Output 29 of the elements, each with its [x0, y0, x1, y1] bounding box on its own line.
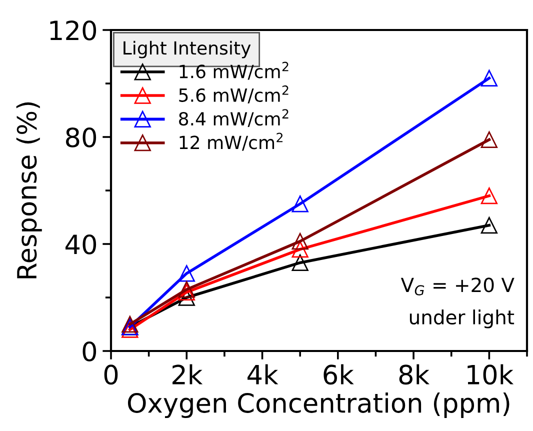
point: [480, 188, 498, 204]
y-axis-title: Response (%): [16, 102, 42, 278]
x-tick-label: 10k: [468, 364, 514, 385]
x-axis-title: Oxygen Concentration (ppm): [128, 392, 510, 418]
point: [292, 254, 308, 272]
y-tick-label: 80: [66, 127, 96, 148]
y-tick-label: 120: [50, 20, 96, 40]
y-tick-label: 0: [82, 341, 96, 362]
legend-label: 8.4 mW/cm$^{2}$: [179, 109, 288, 128]
annotation: V$_{G}$ = +20 V: [400, 278, 514, 296]
x-tick-label: 2k: [172, 364, 203, 384]
x-tick-label: 4k: [248, 364, 278, 384]
y-tick-label: 40: [66, 234, 96, 254]
annotation: under light: [410, 309, 514, 328]
legend-label: 5.6 mW/cm$^{2}$: [179, 85, 288, 104]
point: [292, 232, 308, 250]
x-tick-label: 6k: [324, 364, 354, 385]
point: [122, 316, 138, 333]
point: [480, 216, 498, 234]
point: [480, 70, 498, 86]
legend-label: 1.6 mW/cm$^{2}$: [180, 62, 288, 80]
legend-label: 12 mW/cm$^{2}$: [180, 132, 283, 151]
point: [292, 241, 308, 258]
x-tick-label: 8k: [399, 364, 430, 385]
point: [480, 131, 498, 148]
legend-title: Light Intensity: [124, 40, 251, 58]
point: [292, 196, 308, 212]
x-tick-label: 0: [104, 364, 118, 385]
point: [178, 265, 195, 282]
